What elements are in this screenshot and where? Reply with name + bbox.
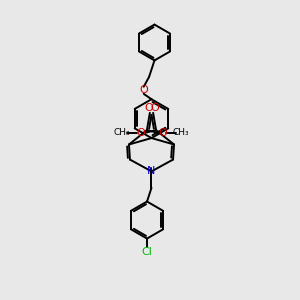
Text: CH₃: CH₃ [173,128,190,137]
Text: N: N [147,167,156,176]
Text: Cl: Cl [141,247,152,257]
Text: O: O [140,85,148,95]
Text: O: O [158,128,167,138]
Text: O: O [144,103,153,113]
Text: CH₃: CH₃ [113,128,130,137]
Text: O: O [136,128,145,138]
Text: O: O [150,103,159,113]
